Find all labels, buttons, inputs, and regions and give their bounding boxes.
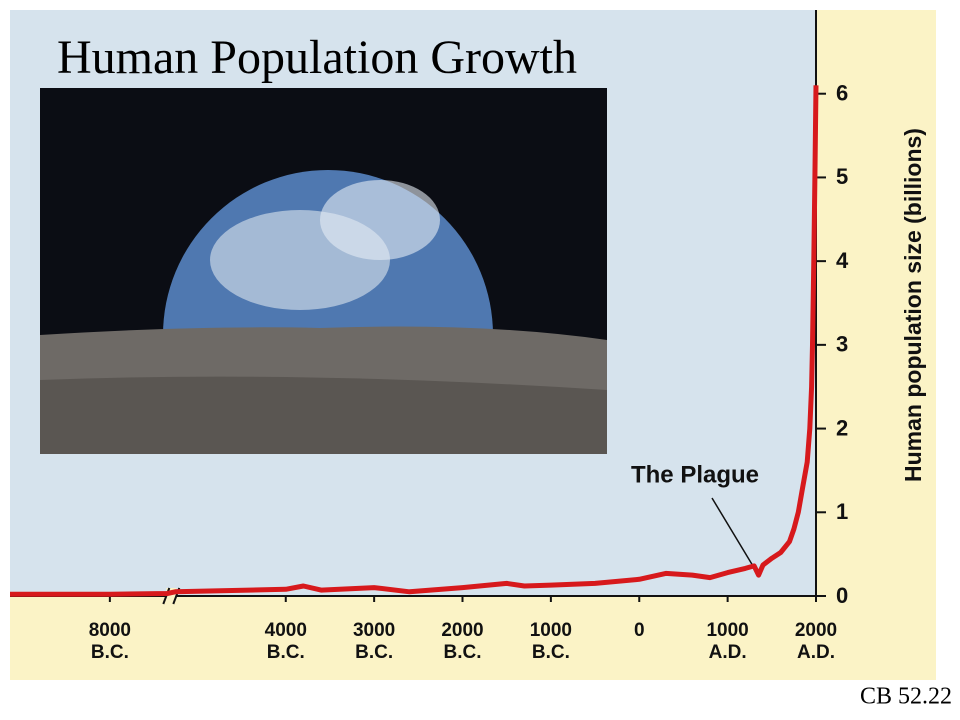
x-tick-label: 4000 B.C. (264, 620, 307, 663)
y-tick-label: 1 (836, 499, 848, 524)
series-line (10, 85, 819, 597)
x-tick-label: 1000 B.C. (529, 620, 573, 663)
footer: CB 52.22 (860, 684, 952, 710)
y-tick-label: 2 (836, 415, 848, 440)
earth-photo (40, 88, 607, 454)
x-tick-label: 1000 A.D. (706, 620, 749, 663)
y-axis-label: Human population size (billions) (900, 128, 926, 482)
y-tick-label: 0 (836, 583, 848, 608)
y-tick-label: 3 (836, 332, 848, 357)
annotation-arrow (711, 497, 754, 567)
x-tick-label: 0 (633, 620, 645, 641)
x-tick-label: 8000 B.C. (88, 620, 131, 663)
axis-panel (816, 10, 936, 680)
axis-panel (10, 596, 816, 680)
x-tick-label: 2000 B.C. (441, 620, 484, 663)
y-tick-label: 4 (836, 248, 849, 273)
annotation: The Plague (631, 461, 759, 488)
y-tick-label: 5 (836, 164, 848, 189)
x-tick-label: 2000 A.D. (794, 620, 838, 663)
chart-title: Human Population Growth (57, 31, 577, 84)
x-tick-label: 3000 B.C. (352, 620, 396, 663)
axis-break (166, 588, 177, 604)
y-tick-label: 6 (836, 81, 848, 106)
